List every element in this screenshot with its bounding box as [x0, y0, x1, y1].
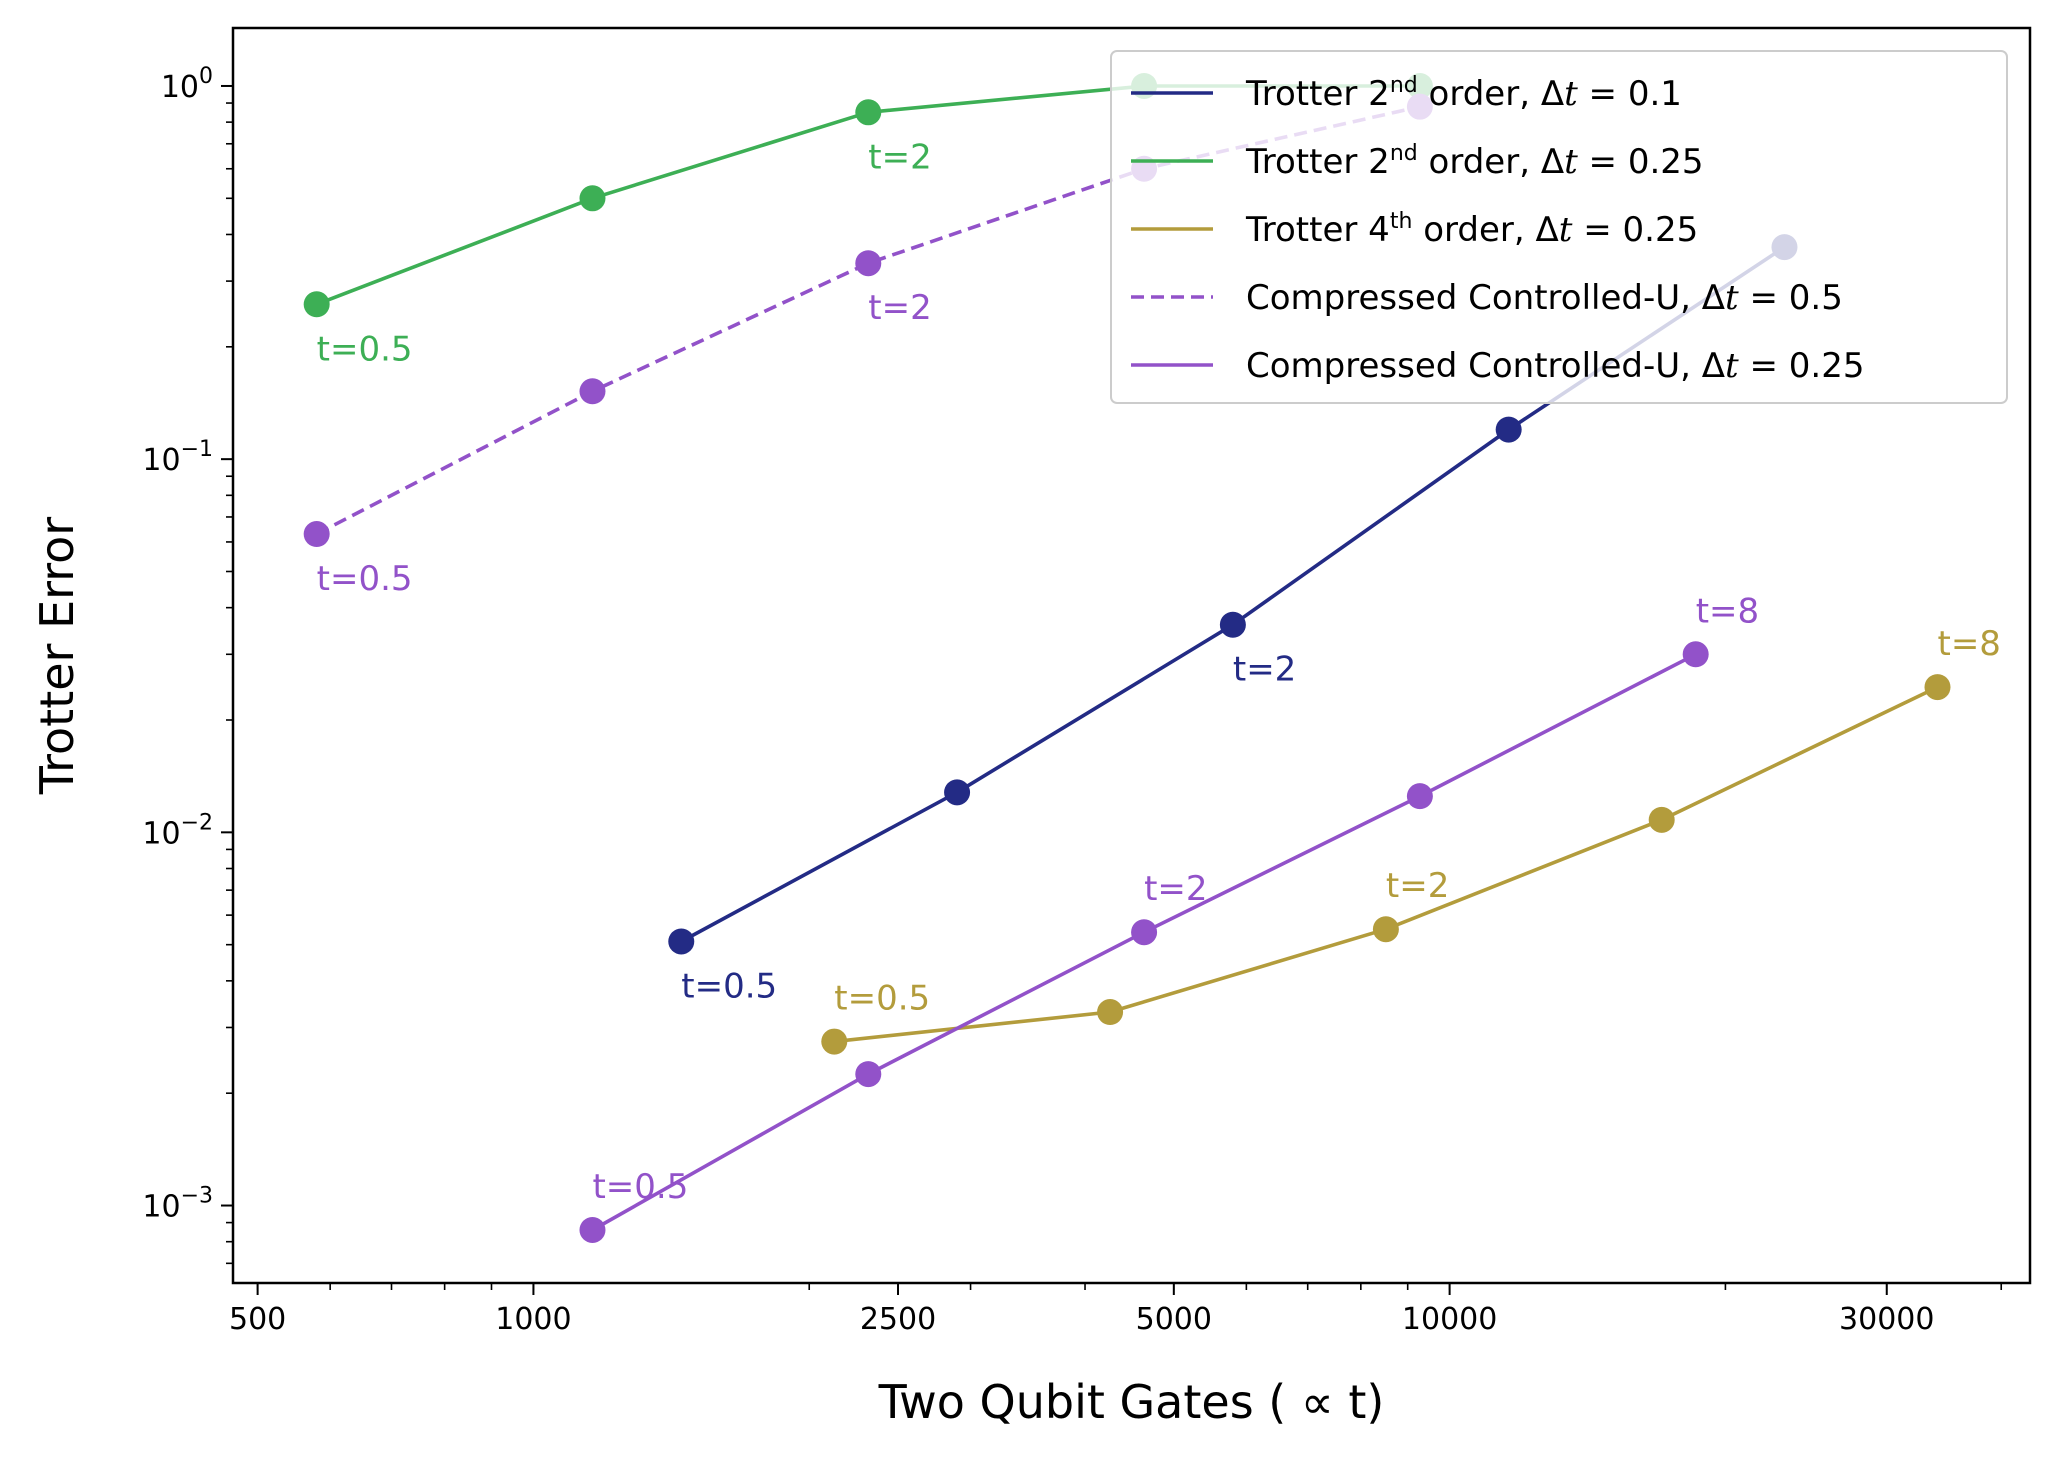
y-axis-title: Trotter Error [30, 517, 84, 796]
series-trotter4-dt025 [821, 674, 1951, 1055]
annotation-label: t=8 [1696, 591, 1759, 631]
annotation-label: t=0.5 [681, 966, 777, 1006]
annotation-label: t=0.5 [317, 329, 413, 369]
data-point [855, 99, 882, 126]
x-tick-label: 30000 [1839, 1302, 1934, 1337]
x-tick-label: 1000 [495, 1302, 571, 1337]
y-tick-label: 10−3 [142, 1184, 213, 1225]
data-point [1495, 416, 1522, 443]
annotation-label: t=2 [1144, 869, 1207, 909]
data-point [579, 1216, 606, 1243]
data-point [855, 250, 882, 277]
data-point [579, 185, 606, 212]
data-point [303, 291, 330, 318]
data-point [1131, 919, 1158, 946]
legend-label: Trotter 2nd order, Δt = 0.1 [1245, 73, 1682, 114]
data-point [668, 928, 695, 955]
data-point [821, 1028, 848, 1055]
data-point [1219, 611, 1246, 638]
data-point [1682, 641, 1709, 668]
legend-label: Trotter 4th order, Δt = 0.25 [1245, 209, 1698, 250]
data-point [1406, 783, 1433, 810]
y-tick-label: 10−2 [142, 810, 213, 851]
annotation-label: t=0.5 [317, 559, 413, 599]
annotation-label: t=2 [1233, 650, 1296, 690]
annotation-label: t=2 [868, 137, 931, 177]
data-point [944, 779, 971, 806]
plot-frame [231, 26, 2032, 1285]
annotation-label: t=2 [868, 288, 931, 328]
legend-label: Compressed Controlled-U, Δt = 0.5 [1246, 278, 1843, 318]
y-tick-label: 100 [161, 64, 213, 105]
annotation-label: t=0.5 [592, 1167, 688, 1207]
data-point [579, 378, 606, 405]
data-point [1648, 806, 1675, 833]
data-point [1924, 674, 1951, 701]
x-tick-label: 2500 [860, 1302, 936, 1337]
x-tick-label: 500 [229, 1302, 286, 1337]
legend: Trotter 2nd order, Δt = 0.1 Trotter 2nd o… [1110, 50, 2008, 404]
data-point [303, 521, 330, 548]
data-point [855, 1061, 882, 1088]
annotation-label: t=0.5 [834, 979, 930, 1019]
legend-box [1110, 50, 2008, 404]
series-ccu-dt025 [579, 641, 1709, 1243]
x-axis-title: Two Qubit Gates ( ∝ t) [878, 1375, 1385, 1429]
legend-label: Compressed Controlled-U, Δt = 0.25 [1246, 346, 1865, 386]
x-tick-label: 10000 [1402, 1302, 1497, 1337]
y-tick-label: 10−1 [142, 437, 213, 478]
point-annotations: t=0.5 t=2 t=0.5 t=2 t=0.5 t=2 t=8 t=0.5 t=2 t=0.5… [317, 137, 2001, 1207]
annotation-label: t=2 [1386, 866, 1449, 906]
legend-label: Trotter 2nd order, Δt = 0.25 [1245, 141, 1704, 182]
axis-ticks: 500 1000 2500 5000 10000 30000 100 10−1 10−2 10−3 [142, 64, 2003, 1337]
data-point [1372, 916, 1399, 943]
annotation-label: t=8 [1937, 624, 2000, 664]
x-tick-label: 5000 [1136, 1302, 1212, 1337]
data-point [1097, 999, 1124, 1026]
